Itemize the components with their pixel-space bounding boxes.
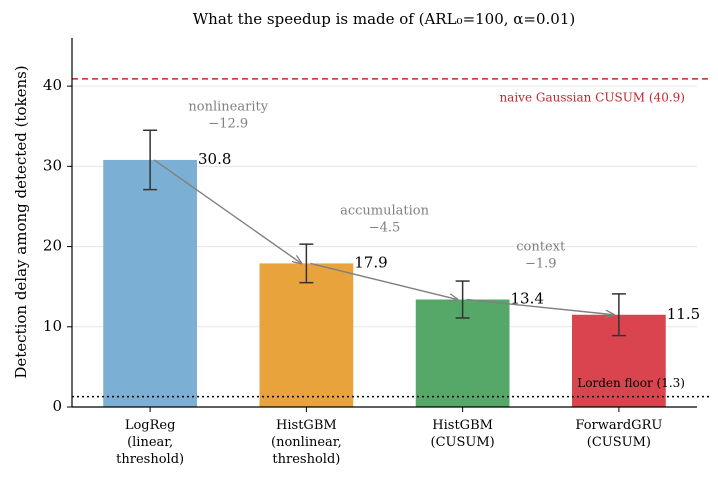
x-tick-label-line: (CUSUM) (431, 435, 495, 450)
x-tick-label: HistGBM (nonlinear, threshold) (271, 418, 342, 467)
error-bar (299, 243, 314, 284)
y-axis-label: Detection delay among detected (tokens) (12, 65, 30, 378)
x-tick-label-line: (linear, (127, 435, 173, 450)
y-tick-label: 20 (43, 237, 62, 255)
value-label: 17.9 (354, 253, 387, 271)
y-tick-label: 10 (43, 317, 62, 335)
bar (259, 263, 354, 407)
annotation-delta: −4.5 (369, 221, 401, 236)
annotation-delta: −12.9 (208, 117, 248, 132)
x-tick-label-line: threshold) (272, 452, 340, 467)
x-tick-label: LogReg (linear, threshold) (116, 418, 184, 467)
annotation-delta: −1.9 (525, 257, 557, 272)
x-tick-label-line: HistGBM (432, 418, 493, 433)
error-bar (455, 280, 470, 319)
y-tick-label: 0 (52, 397, 62, 415)
x-tick-label-line: LogReg (125, 418, 176, 433)
chart-title: What the speedup is made of (ARL₀=100, α… (193, 10, 576, 28)
x-tick-label-line: (nonlinear, (271, 435, 342, 450)
y-tick-label: 40 (43, 76, 62, 94)
x-tick-label: ForwardGRU (CUSUM) (575, 418, 662, 450)
bar (103, 159, 197, 407)
reference-line-label: Lorden floor (1.3) (577, 376, 685, 390)
reference-line-label: naive Gaussian CUSUM (40.9) (499, 90, 685, 104)
x-tick-label-line: HistGBM (276, 418, 337, 433)
y-tick-label: 30 (43, 156, 62, 174)
decomposition-arrow (466, 298, 614, 315)
x-tick-label-line: (CUSUM) (587, 435, 651, 450)
x-tick-label: HistGBM (CUSUM) (431, 418, 495, 450)
decomposition-arrow (153, 159, 301, 263)
error-bar (611, 293, 626, 337)
x-tick-label-line: ForwardGRU (575, 418, 662, 433)
annotation-label: accumulation (340, 204, 430, 219)
decomposition-arrow (310, 262, 457, 299)
value-label: 11.5 (667, 305, 700, 323)
value-label: 13.4 (511, 290, 544, 308)
annotation-label: context (516, 240, 566, 255)
x-tick-label-line: threshold) (116, 452, 184, 467)
error-bar (143, 129, 158, 191)
value-label: 30.8 (198, 150, 231, 168)
annotation-label: nonlinearity (188, 100, 268, 115)
